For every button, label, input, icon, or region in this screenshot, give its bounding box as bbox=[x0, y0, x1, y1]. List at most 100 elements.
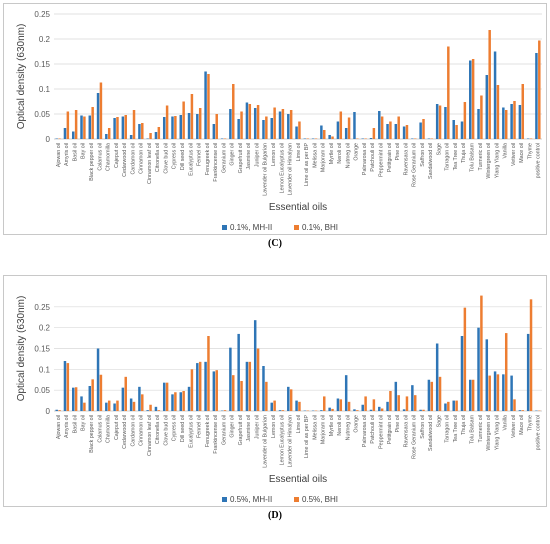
bar bbox=[289, 110, 293, 139]
x-tick-label: Tolu Balsam bbox=[469, 142, 475, 171]
bar bbox=[397, 395, 400, 411]
x-tick-label: Juniper oil bbox=[254, 415, 260, 439]
bar bbox=[303, 138, 307, 139]
bar bbox=[174, 116, 177, 139]
bar bbox=[141, 394, 144, 411]
bar bbox=[298, 121, 301, 139]
bar bbox=[372, 399, 376, 411]
bar bbox=[510, 375, 513, 411]
x-tick-label: Fennel oil bbox=[197, 143, 203, 166]
bar bbox=[154, 132, 158, 139]
bar bbox=[165, 382, 169, 411]
x-tick-label: Eucalyptus oil bbox=[188, 415, 194, 448]
bar bbox=[488, 30, 491, 139]
bar bbox=[397, 116, 400, 139]
x-tick-label: Palmarosa oil bbox=[362, 143, 368, 175]
x-tick-label: Clove bud oil bbox=[163, 143, 169, 174]
bar bbox=[248, 104, 252, 139]
bar bbox=[378, 406, 381, 411]
bar bbox=[157, 410, 161, 411]
chart-panel-d: 0 0.05 0.1 0.15 0.2 0.25 Optical density (630n… bbox=[3, 275, 547, 507]
x-tick-label: Neroli oil bbox=[337, 415, 343, 436]
x-tick-label: Fenugreek oil bbox=[205, 415, 211, 447]
bar bbox=[526, 138, 530, 139]
bar bbox=[229, 109, 232, 139]
x-tick-label: Tea Tree oil bbox=[453, 415, 459, 442]
bar bbox=[427, 379, 431, 411]
x-tick-label: Fenugreek oil bbox=[205, 143, 211, 175]
bar bbox=[138, 124, 141, 139]
y-tick-label: 0.15 bbox=[34, 345, 50, 354]
bar bbox=[107, 400, 111, 411]
x-tick-label: Sage bbox=[436, 143, 442, 155]
bar bbox=[124, 115, 127, 139]
legend-label: 0.1%, BHI bbox=[302, 223, 338, 232]
y-tick-label: 0.2 bbox=[39, 324, 51, 333]
bar bbox=[149, 133, 152, 139]
bar bbox=[471, 59, 475, 139]
bar bbox=[521, 84, 525, 139]
bar bbox=[129, 135, 133, 139]
bar bbox=[113, 403, 116, 411]
bar bbox=[237, 333, 240, 411]
bar bbox=[91, 379, 94, 411]
bar bbox=[518, 105, 522, 139]
bar bbox=[281, 410, 285, 411]
bar bbox=[99, 82, 103, 139]
bar bbox=[196, 363, 199, 411]
bar bbox=[331, 408, 334, 411]
bar bbox=[328, 135, 331, 139]
bar bbox=[336, 398, 340, 411]
x-tick-label: Lemon Eucalyptus oil bbox=[279, 143, 285, 193]
x-tick-label: Geranium oil bbox=[221, 143, 227, 173]
bar bbox=[190, 94, 194, 139]
bar bbox=[460, 336, 464, 411]
x-tick-label: Jasmine oil bbox=[246, 415, 252, 442]
bar bbox=[452, 120, 455, 139]
bar bbox=[240, 111, 243, 139]
bar bbox=[513, 399, 516, 411]
bar bbox=[88, 386, 92, 411]
bar bbox=[237, 119, 240, 139]
y-tick-label: 0.05 bbox=[34, 110, 50, 119]
bar bbox=[471, 379, 475, 411]
bar bbox=[356, 410, 359, 411]
bar bbox=[105, 134, 108, 139]
bar bbox=[452, 400, 455, 411]
x-tick-label: Calamus oil bbox=[97, 415, 103, 443]
x-axis-title: Essential oils bbox=[269, 474, 327, 485]
bar bbox=[105, 402, 108, 411]
x-tick-label: Myrtle oil bbox=[329, 415, 335, 436]
x-tick-label: Thyme bbox=[527, 415, 533, 431]
x-tick-label: Basil oil bbox=[72, 415, 78, 433]
bar bbox=[378, 111, 381, 139]
bar bbox=[289, 389, 293, 411]
x-tick-label: Bay oil bbox=[81, 143, 87, 159]
x-tick-label: Ravensara oil bbox=[403, 143, 409, 175]
x-tick-label: Lemon Eucalyptus oil bbox=[279, 415, 285, 465]
bar bbox=[485, 339, 489, 411]
bar bbox=[141, 123, 144, 139]
bar bbox=[435, 343, 439, 411]
x-tick-label: Bay oil bbox=[81, 415, 87, 431]
bar bbox=[253, 320, 257, 411]
x-tick-label: Tea Tree oil bbox=[453, 143, 459, 170]
bar bbox=[314, 138, 318, 139]
bar bbox=[438, 376, 442, 411]
x-tick-label: Palmarosa oil bbox=[362, 415, 368, 447]
bar bbox=[287, 114, 290, 139]
x-tick-label: Cardamon oil bbox=[130, 143, 136, 175]
bar bbox=[298, 401, 301, 411]
bar bbox=[430, 381, 434, 411]
bar bbox=[270, 402, 273, 411]
bar bbox=[88, 115, 92, 139]
bar bbox=[182, 101, 185, 139]
bar bbox=[364, 138, 367, 139]
bar bbox=[295, 126, 298, 139]
bar bbox=[204, 71, 207, 139]
bar bbox=[364, 396, 367, 411]
bar bbox=[538, 40, 541, 139]
bar bbox=[361, 138, 364, 139]
chart-panel-c: 0 0.05 0.1 0.15 0.2 0.25 Optical density (630n… bbox=[3, 3, 547, 235]
y-tick-label: 0.2 bbox=[39, 35, 51, 44]
